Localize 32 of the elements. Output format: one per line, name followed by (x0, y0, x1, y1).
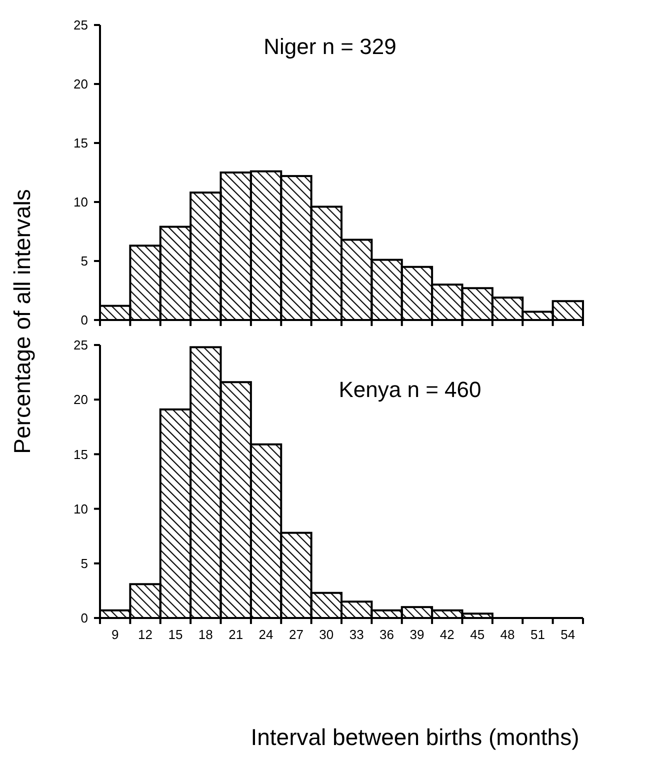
x-tick-label: 27 (288, 627, 304, 642)
y-tick-label: 15 (74, 136, 88, 151)
text: Kenya n = 460 (338, 377, 482, 402)
y-tick-label: 0 (80, 312, 88, 328)
y-axis-title: Percentage of all intervals (9, 189, 35, 454)
x-tick-label: 48 (500, 627, 515, 642)
y-tick-label: 0 (80, 610, 88, 626)
y-tick-label: 25 (74, 338, 88, 353)
y-tick-label: 10 (74, 194, 88, 210)
x-tick-label: 45 (470, 627, 485, 642)
chart-title: Niger n = 329 (264, 34, 396, 59)
x-tick-label: 42 (440, 627, 454, 642)
x-tick-label: 9 (111, 627, 119, 642)
x-tick-label: 18 (198, 627, 213, 642)
x-tick-label: 15 (168, 627, 183, 642)
y-tick-label: 25 (74, 18, 88, 33)
y-tick-label: 20 (74, 392, 88, 408)
x-tick-label: 54 (560, 627, 576, 642)
x-tick-label: 24 (258, 627, 274, 642)
x-tick-label: 30 (319, 627, 334, 642)
x-tick-label: 33 (349, 627, 364, 642)
y-tick-label: 15 (74, 446, 88, 462)
x-tick-label: 12 (138, 627, 153, 642)
y-tick-label: 20 (74, 76, 88, 92)
x-tick-label: 21 (228, 627, 244, 642)
x-tick-label: 39 (410, 627, 424, 642)
y-tick-label: 5 (80, 556, 88, 571)
x-tick-label: 51 (530, 627, 545, 642)
y-tick-label: 5 (80, 254, 88, 269)
x-axis-title: Interval between births (months) (250, 724, 580, 750)
y-tick-label: 10 (74, 501, 88, 516)
x-tick-label: 36 (380, 627, 394, 642)
